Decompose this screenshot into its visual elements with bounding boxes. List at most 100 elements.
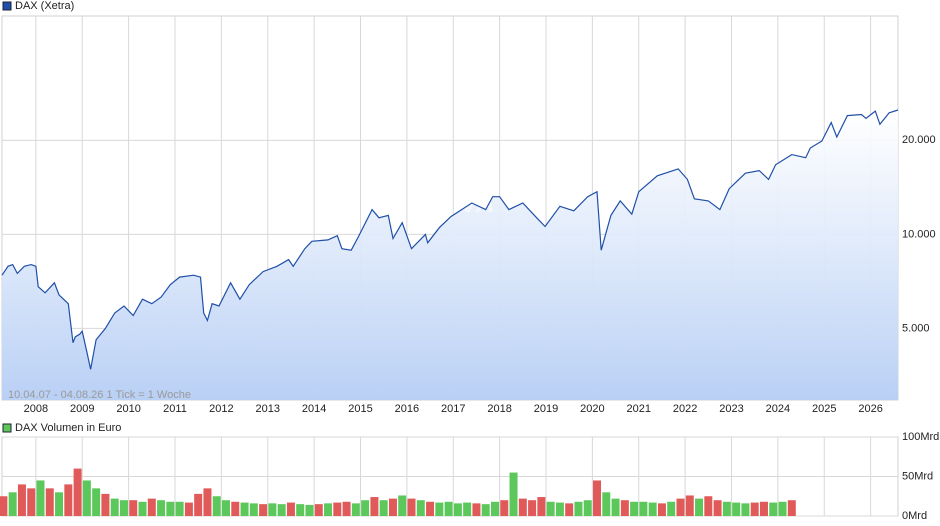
volume-bar bbox=[657, 503, 666, 516]
volume-bar bbox=[593, 480, 602, 516]
x-tick-label: 2016 bbox=[395, 403, 419, 415]
volume-bar bbox=[55, 492, 64, 516]
volume-bar bbox=[565, 503, 574, 516]
volume-bar bbox=[481, 504, 490, 516]
volume-bar bbox=[370, 497, 379, 516]
volume-bar bbox=[769, 502, 778, 516]
volume-bar bbox=[620, 500, 629, 516]
volume-bar bbox=[277, 504, 286, 516]
volume-bar bbox=[64, 484, 73, 516]
x-tick-label: 2022 bbox=[673, 403, 697, 415]
legend-swatch bbox=[2, 423, 12, 433]
legend-label: DAX (Xetra) bbox=[15, 0, 74, 12]
volume-bar bbox=[713, 500, 722, 516]
volume-bar bbox=[611, 498, 620, 516]
volume-bar bbox=[787, 500, 796, 516]
volume-bar bbox=[147, 498, 156, 516]
x-tick-label: 2025 bbox=[812, 403, 836, 415]
x-tick-label: 2021 bbox=[627, 403, 651, 415]
volume-bar bbox=[555, 502, 564, 516]
volume-bar bbox=[138, 501, 147, 516]
volume-bar bbox=[119, 500, 128, 516]
y-tick-label: 5.000 bbox=[902, 322, 930, 334]
y-tick-label: 100Mrd bbox=[902, 431, 939, 443]
volume-bar bbox=[490, 501, 499, 516]
volume-bar bbox=[500, 500, 509, 516]
y-tick-label: 50Mrd bbox=[902, 470, 933, 482]
volume-bar bbox=[685, 495, 694, 516]
volume-bar bbox=[509, 472, 518, 516]
volume-bar bbox=[249, 503, 258, 516]
volume-bar bbox=[583, 500, 592, 516]
x-tick-label: 2011 bbox=[163, 403, 187, 415]
volume-bar bbox=[166, 501, 175, 516]
volume-bar bbox=[722, 501, 731, 516]
volume-bar bbox=[695, 498, 704, 516]
volume-bar bbox=[528, 500, 537, 516]
x-tick-label: 2015 bbox=[348, 403, 372, 415]
x-tick-label: 2010 bbox=[116, 403, 140, 415]
y-tick-label: 10.000 bbox=[902, 228, 936, 240]
volume-bar bbox=[574, 501, 583, 516]
volume-bar bbox=[351, 503, 360, 516]
volume-bar bbox=[416, 500, 425, 516]
x-tick-label: 2024 bbox=[766, 403, 790, 415]
volume-bar bbox=[222, 500, 230, 516]
volume-bar bbox=[676, 498, 685, 516]
x-tick-label: 2008 bbox=[24, 403, 48, 415]
volume-bar bbox=[518, 498, 527, 516]
volume-bar bbox=[704, 496, 713, 516]
volume-bar bbox=[175, 501, 184, 516]
volume-bar bbox=[398, 495, 407, 516]
x-tick-label: 2018 bbox=[487, 403, 511, 415]
volume-bar bbox=[463, 502, 472, 516]
volume-bar bbox=[73, 468, 82, 516]
x-tick-label: 2020 bbox=[580, 403, 604, 415]
volume-bar bbox=[129, 500, 138, 516]
volume-bar bbox=[407, 498, 416, 516]
x-tick-label: 2013 bbox=[255, 403, 279, 415]
volume-bar bbox=[324, 503, 333, 516]
volume-bar bbox=[639, 501, 648, 516]
x-tick-label: 2017 bbox=[441, 403, 465, 415]
volume-bar bbox=[305, 504, 314, 516]
area bbox=[2, 110, 898, 400]
volume-bar bbox=[259, 504, 268, 516]
volume-bar bbox=[92, 488, 101, 516]
volume-bar bbox=[602, 492, 611, 516]
x-tick-label: 2014 bbox=[302, 403, 326, 415]
volume-bar bbox=[101, 493, 110, 516]
legend-label: DAX Volumen in Euro bbox=[15, 422, 121, 434]
volume-bar bbox=[750, 502, 759, 516]
volume-bar bbox=[194, 493, 203, 516]
footnote: 10.04.07 - 04.08.26 1 Tick = 1 Woche bbox=[8, 389, 191, 401]
volume-bar bbox=[342, 501, 351, 516]
volume-bar bbox=[648, 502, 657, 516]
volume-bar bbox=[444, 501, 453, 516]
volume-bar bbox=[333, 502, 342, 516]
volume-bar bbox=[667, 501, 676, 516]
volume-bar bbox=[212, 496, 221, 516]
x-tick-label: 2019 bbox=[534, 403, 558, 415]
volume-bar bbox=[82, 480, 91, 516]
watermark: ARIVA bbox=[415, 188, 495, 218]
volume-bar bbox=[240, 502, 249, 516]
volume-bar bbox=[361, 500, 370, 516]
volume-bar bbox=[17, 484, 26, 516]
volume-bar bbox=[472, 503, 481, 516]
volume-bar bbox=[286, 502, 295, 516]
volume-bar bbox=[268, 503, 277, 516]
volume-bar bbox=[426, 501, 435, 516]
volume-bar bbox=[778, 501, 787, 516]
volume-bar bbox=[231, 501, 240, 516]
volume-bar bbox=[27, 488, 36, 516]
volume-bar bbox=[110, 498, 119, 516]
volume-bar bbox=[0, 496, 8, 516]
volume-bar bbox=[732, 502, 741, 516]
volume-bar bbox=[630, 501, 639, 516]
volume-bar bbox=[296, 504, 305, 516]
volume-bar bbox=[435, 502, 444, 516]
volume-bar bbox=[546, 501, 555, 516]
y-tick-label: 0Mrd bbox=[902, 510, 927, 522]
